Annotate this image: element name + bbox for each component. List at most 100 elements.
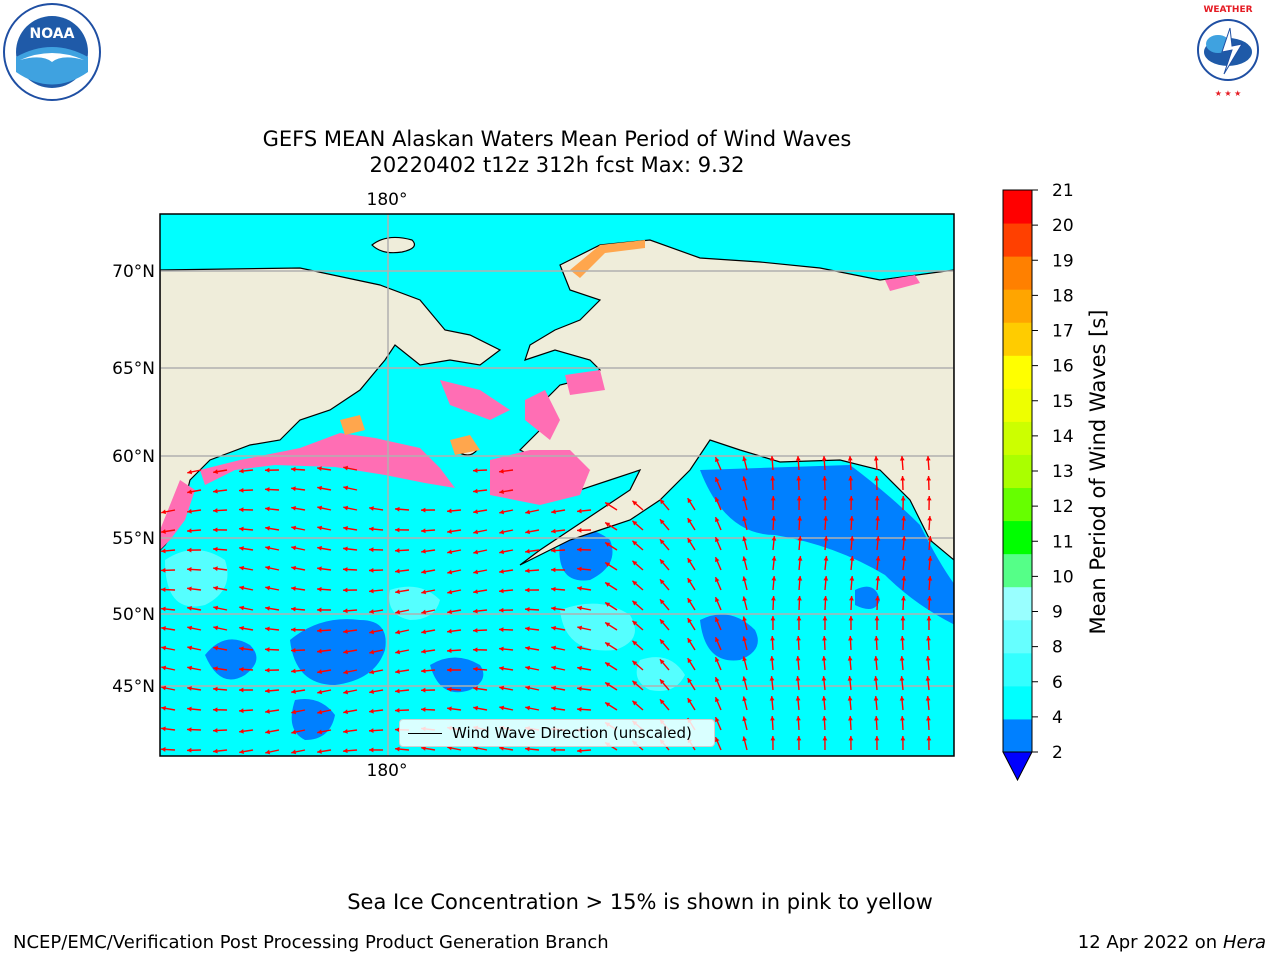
wind-wave-arrowhead <box>849 576 855 581</box>
ocean-dark-patches <box>205 465 954 740</box>
wind-wave-arrowhead <box>473 647 478 653</box>
wind-wave-arrowhead <box>687 618 692 624</box>
wind-wave-arrowhead <box>551 747 556 753</box>
wind-wave-arrowhead <box>874 716 879 721</box>
wind-wave-arrowhead <box>551 528 556 534</box>
wind-wave-arrowhead <box>291 648 296 653</box>
wind-wave-arrowhead <box>797 576 803 581</box>
wind-wave-arrowhead <box>343 546 348 552</box>
wind-wave-arrowhead <box>213 546 218 552</box>
wind-wave-arrowhead <box>715 677 720 683</box>
wind-wave-arrowhead <box>369 588 374 594</box>
wind-wave-arrowhead <box>343 465 349 471</box>
svg-text:WEATHER: WEATHER <box>1203 5 1252 15</box>
wind-wave-arrowhead <box>421 649 426 654</box>
wind-wave-arrowhead <box>796 716 801 721</box>
wind-wave-arrowhead <box>821 656 827 661</box>
wind-wave-arrowhead <box>632 520 638 526</box>
wind-wave-arrowhead <box>847 696 853 701</box>
colorbar-segment <box>1003 487 1032 522</box>
wind-wave-arrowhead <box>771 536 777 541</box>
colorbar-segment <box>1003 652 1032 687</box>
wind-wave-arrowhead <box>926 636 931 641</box>
wind-wave-arrowhead <box>213 707 218 713</box>
wind-wave-arrowhead <box>239 646 244 652</box>
wind-wave-arrowhead <box>499 746 504 751</box>
wind-wave-arrowhead <box>715 577 720 583</box>
wind-wave-arrowhead <box>822 616 828 621</box>
colorbar-tick-label: 16 <box>1052 357 1074 377</box>
wind-wave-arrowhead <box>770 736 776 741</box>
colorbar-tick-label: 11 <box>1052 532 1074 552</box>
wind-wave-arrowhead <box>265 487 270 492</box>
wind-wave-arrowhead <box>771 576 777 581</box>
wind-wave-arrowhead <box>742 456 747 462</box>
wind-wave-arrowhead <box>421 687 426 693</box>
map-plot-area <box>160 214 954 756</box>
wind-wave-arrowhead <box>265 506 270 512</box>
lat-label-55: 55°N <box>112 529 155 549</box>
wind-wave-arrowhead <box>447 706 452 712</box>
wind-wave-arrowhead <box>551 625 556 631</box>
colorbar-segment <box>1003 223 1032 257</box>
wind-wave-arrowhead <box>874 496 880 501</box>
wind-wave-arrowhead <box>317 729 323 735</box>
wind-wave-arrowhead <box>213 585 218 591</box>
sea-ice-note: Sea Ice Concentration > 15% is shown in … <box>347 890 933 914</box>
wind-wave-arrowhead <box>742 636 747 642</box>
wind-wave-arrowhead <box>473 608 478 614</box>
wind-wave-arrowhead <box>187 665 193 671</box>
wind-wave-arrowhead <box>447 508 452 514</box>
wind-wave-arrowhead <box>770 636 775 641</box>
wind-wave-arrowhead <box>525 607 530 612</box>
wind-wave-arrowhead <box>447 529 452 534</box>
wind-wave-arrowhead <box>239 585 245 591</box>
wind-wave-arrowhead <box>605 702 611 707</box>
wind-wave-arrowhead <box>239 487 244 493</box>
wind-wave-arrowhead <box>632 500 638 506</box>
wind-wave-arrowhead <box>291 606 296 612</box>
wind-wave-arrowhead <box>687 638 692 644</box>
wind-wave-arrowhead <box>742 736 747 742</box>
wind-wave-arrowhead <box>421 668 426 674</box>
wind-wave-arrowhead <box>577 748 582 754</box>
wind-wave-arrowhead <box>369 547 374 553</box>
wind-wave-arrowhead <box>473 686 478 691</box>
wind-wave-arrowhead <box>395 568 400 574</box>
wind-wave-arrowhead <box>421 629 426 635</box>
lat-label-50: 50°N <box>112 605 155 625</box>
wind-wave-arrowhead <box>161 645 167 651</box>
wind-wave-arrowhead <box>317 628 322 634</box>
colorbar-tick-label: 8 <box>1052 638 1063 658</box>
wind-wave-arrowhead <box>715 497 720 503</box>
wind-wave-arrowhead <box>213 686 218 692</box>
wind-wave-arrowhead <box>447 589 453 595</box>
wind-wave-arrowhead <box>742 556 747 562</box>
wind-wave-arrowhead <box>395 589 400 594</box>
wind-wave-arrowhead <box>213 645 218 651</box>
wind-wave-arrowhead <box>875 516 881 521</box>
wind-wave-arrowhead <box>821 676 827 681</box>
colorbar-segment <box>1003 421 1032 455</box>
wind-wave-arrowhead <box>577 706 582 712</box>
wind-wave-arrowhead <box>499 468 504 474</box>
colorbar-under-extension <box>1002 751 1033 782</box>
wind-wave-arrowhead <box>742 496 747 502</box>
wind-wave-arrowhead <box>343 709 348 715</box>
wind-wave-arrowhead <box>632 640 638 646</box>
wind-wave-arrowhead <box>771 556 777 561</box>
wind-wave-arrowhead <box>742 536 747 542</box>
wind-wave-arrowhead <box>742 476 747 482</box>
wind-wave-arrowhead <box>447 628 452 634</box>
wind-wave-arrowhead <box>343 748 348 754</box>
colorbar-tick-label: 19 <box>1052 251 1074 271</box>
wind-wave-arrowhead <box>369 609 374 614</box>
lat-label-60: 60°N <box>112 447 155 467</box>
wind-wave-arrowhead <box>499 489 504 495</box>
wind-wave-arrowhead <box>499 549 505 555</box>
wind-wave-arrowhead <box>577 527 582 533</box>
wind-wave-arrowhead <box>265 729 271 735</box>
wind-wave-arrowhead <box>742 696 747 702</box>
wind-wave-arrowhead <box>499 646 504 652</box>
wind-wave-arrowhead <box>213 666 218 671</box>
